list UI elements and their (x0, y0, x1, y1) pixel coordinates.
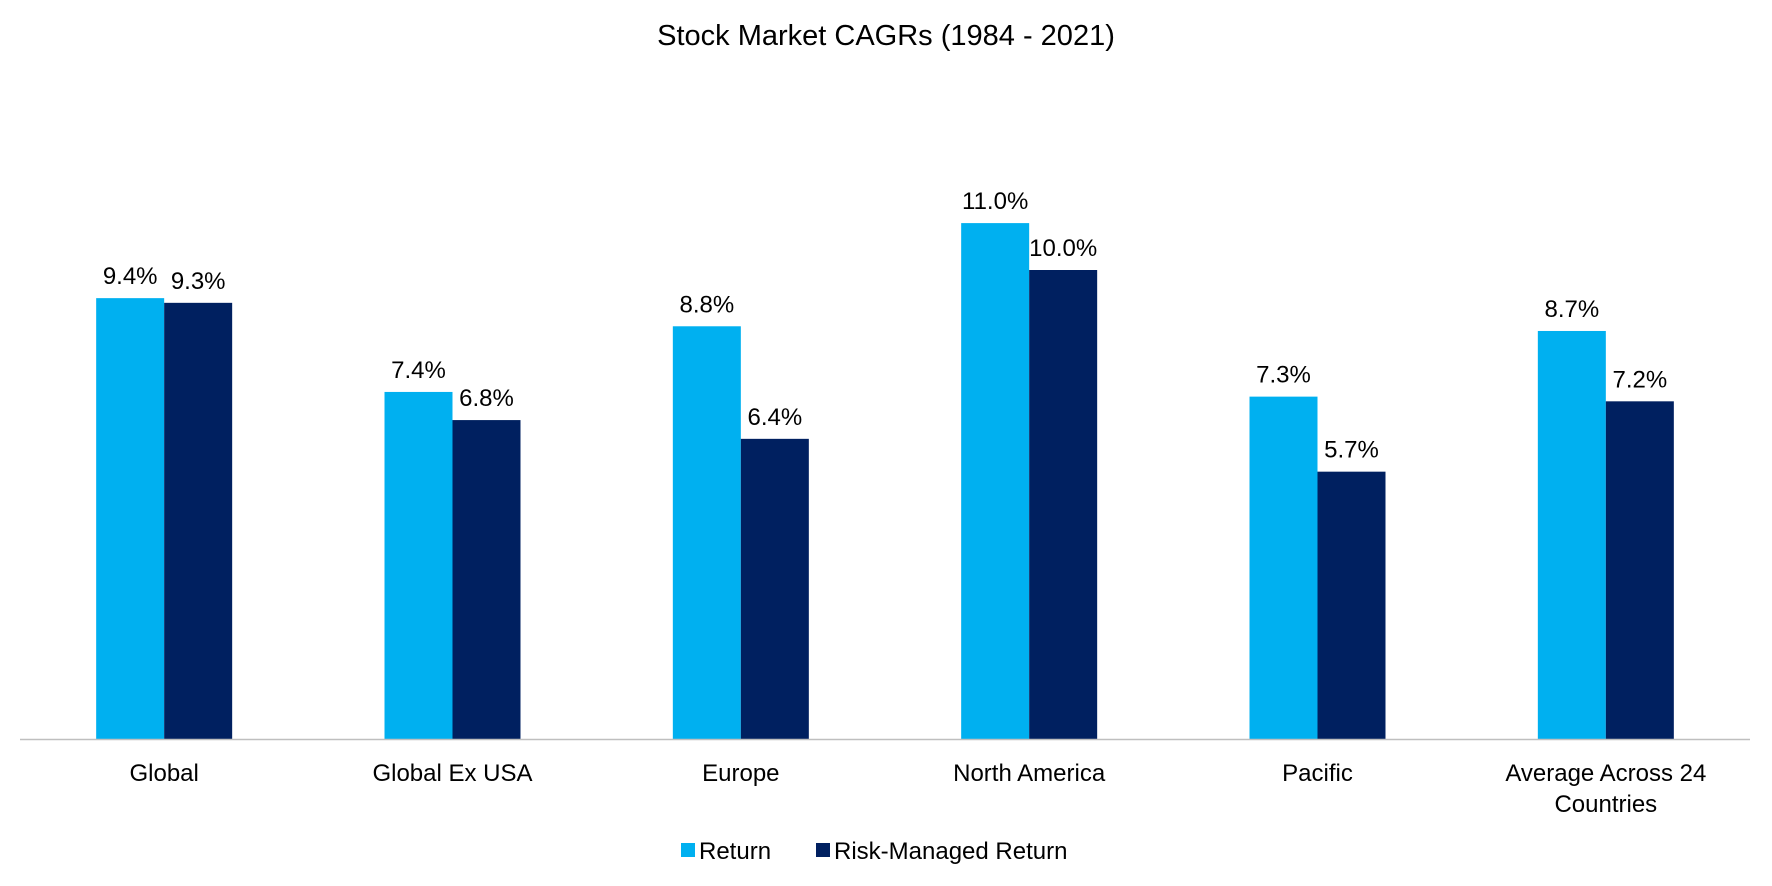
data-label-return-global: 9.4% (103, 263, 158, 290)
bars-layer (96, 223, 1674, 740)
data-label-risk-managed-return-global: 9.3% (171, 268, 226, 295)
bar-risk-managed-return-average-across-24-countries (1605, 401, 1674, 739)
category-label-north-america: North America (953, 760, 1106, 787)
category-label-europe: Europe (702, 760, 779, 787)
bar-return-global (96, 298, 165, 739)
legend-label-risk-managed-return: Risk-Managed Return (834, 838, 1067, 865)
bar-return-average-across-24-countries (1537, 330, 1606, 739)
data-label-return-north-america: 11.0% (962, 188, 1028, 215)
bar-risk-managed-return-global (164, 302, 233, 739)
category-label-global: Global (129, 760, 198, 787)
data-label-risk-managed-return-north-america: 10.0% (1029, 235, 1097, 262)
chart-title: Stock Market CAGRs (1984 - 2021) (657, 20, 1115, 52)
bar-risk-managed-return-pacific (1317, 471, 1386, 739)
category-label-average-across-24-countries: Average Across 24 (1505, 760, 1706, 787)
bar-return-pacific (1249, 396, 1318, 739)
legend: Return Risk-Managed Return (681, 838, 1067, 865)
data-label-return-europe: 8.8% (679, 291, 734, 318)
data-label-risk-managed-return-global-ex-usa: 6.8% (459, 385, 514, 412)
data-label-risk-managed-return-europe: 6.4% (747, 404, 802, 431)
category-labels-layer: Global Global Ex USA Europe North America Pa… (129, 760, 1706, 818)
category-label-global-ex-usa: Global Ex USA (372, 760, 532, 787)
bar-risk-managed-return-global-ex-usa (452, 420, 521, 739)
bar-return-europe (672, 326, 741, 739)
data-label-risk-managed-return-pacific: 5.7% (1324, 437, 1379, 464)
data-labels-layer: 9.4% 9.3% 7.4% 6.8% 8.8% 6.4% 11.0%10.0% 7.3% 5.… (103, 188, 1667, 464)
bar-risk-managed-return-europe (740, 438, 809, 739)
category-label-average-across-24-countries: Countries (1554, 791, 1657, 818)
bar-return-north-america (961, 223, 1030, 740)
legend-swatch-return (681, 843, 695, 857)
category-label-pacific: Pacific (1282, 760, 1353, 787)
legend-label-return: Return (699, 838, 771, 865)
bar-risk-managed-return-north-america (1029, 270, 1098, 739)
legend-swatch-risk-managed-return (816, 843, 830, 857)
data-label-return-average-across-24-countries: 8.7% (1544, 296, 1599, 323)
bar-return-global-ex-usa (384, 391, 453, 739)
data-label-return-pacific: 7.3% (1256, 362, 1311, 389)
data-label-risk-managed-return-average-across-24-countries: 7.2% (1612, 366, 1667, 393)
data-label-return-global-ex-usa: 7.4% (391, 357, 446, 384)
